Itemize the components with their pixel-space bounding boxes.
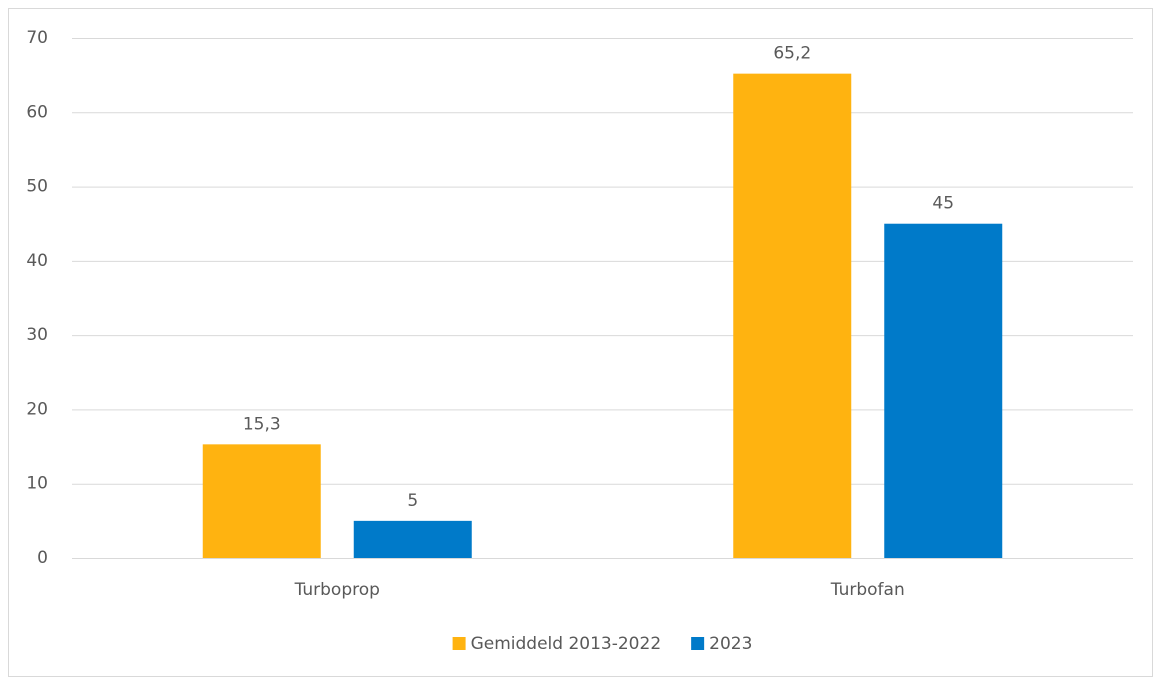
y-tick-label: 60 (26, 102, 48, 122)
legend-swatch (691, 637, 705, 650)
legend-swatch (452, 637, 466, 650)
x-tick-label: Turboprop (294, 580, 380, 600)
legend-label: Gemiddeld 2013-2022 (471, 634, 662, 654)
data-label: 45 (932, 194, 954, 214)
data-label: 65,2 (773, 44, 811, 64)
x-tick-label: Turbofan (830, 580, 905, 600)
y-tick-label: 70 (26, 28, 48, 48)
bar (353, 520, 472, 558)
y-tick-label: 0 (37, 548, 48, 568)
data-label: 15,3 (243, 414, 281, 434)
bar (884, 223, 1003, 558)
y-tick-label: 10 (26, 474, 48, 494)
y-tick-label: 20 (26, 399, 48, 419)
y-tick-label: 50 (26, 177, 48, 197)
y-tick-label: 30 (26, 325, 48, 345)
bar (202, 444, 321, 558)
bar (733, 73, 852, 559)
legend-label: 2023 (709, 634, 752, 654)
y-tick-label: 40 (26, 251, 48, 271)
data-label: 5 (407, 491, 418, 511)
